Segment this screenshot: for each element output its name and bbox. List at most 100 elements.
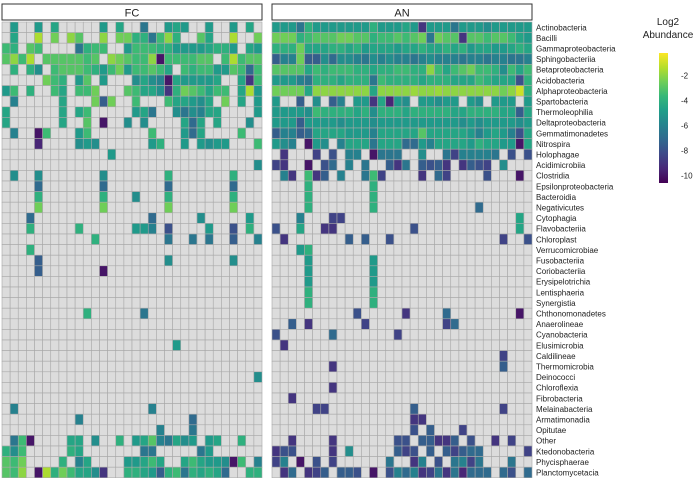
heatmap-cell xyxy=(164,297,173,309)
heatmap-cell xyxy=(42,74,52,86)
heatmap-cell xyxy=(401,307,411,320)
heatmap-cell xyxy=(320,265,330,277)
heatmap-cell xyxy=(499,191,508,203)
heatmap-cell xyxy=(312,456,322,468)
heatmap-cell xyxy=(99,360,108,373)
heatmap-cell xyxy=(221,42,230,55)
heatmap-cell xyxy=(147,445,157,457)
heatmap-cell xyxy=(344,435,354,447)
heatmap-cell xyxy=(304,233,313,245)
heatmap-cell xyxy=(401,254,411,267)
heatmap-cell xyxy=(253,191,263,203)
row-label: Planctomycetacia xyxy=(536,468,599,477)
heatmap-cell xyxy=(58,435,68,447)
heatmap-cell xyxy=(401,392,411,404)
heatmap-cell xyxy=(344,201,354,214)
heatmap-cell xyxy=(474,127,484,139)
heatmap-cell xyxy=(442,265,452,277)
heatmap-cell xyxy=(229,360,238,373)
heatmap-cell xyxy=(409,148,419,161)
heatmap-cell xyxy=(328,413,338,426)
heatmap-cell xyxy=(66,244,76,256)
heatmap-cell xyxy=(312,64,322,76)
heatmap-cell xyxy=(58,297,68,309)
heatmap-cell xyxy=(434,223,443,235)
heatmap-cell xyxy=(474,233,484,245)
heatmap-cell xyxy=(499,307,508,320)
heatmap-cell xyxy=(336,191,346,203)
heatmap-cell xyxy=(82,371,92,383)
heatmap-cell xyxy=(74,159,84,171)
heatmap-cell xyxy=(409,254,419,267)
heatmap-cell xyxy=(180,360,190,373)
heatmap-cell xyxy=(328,382,338,394)
heatmap-cell xyxy=(245,382,255,394)
heatmap-cell xyxy=(320,254,330,267)
heatmap-cell xyxy=(401,371,411,383)
heatmap-cell xyxy=(123,424,133,436)
heatmap-cell xyxy=(245,170,255,182)
heatmap-cell xyxy=(9,339,19,351)
heatmap-cell xyxy=(131,212,141,224)
heatmap-cell xyxy=(245,318,255,330)
heatmap-cell xyxy=(196,180,206,192)
heatmap-cell xyxy=(237,360,247,373)
heatmap-cell xyxy=(336,42,346,55)
heatmap-cell xyxy=(99,403,108,415)
heatmap-cell xyxy=(499,456,508,468)
heatmap-cell xyxy=(417,32,427,44)
heatmap-cell xyxy=(466,233,476,245)
heatmap-cell xyxy=(204,138,214,150)
heatmap-cell xyxy=(434,286,443,298)
heatmap-cell xyxy=(271,382,281,394)
heatmap-cell xyxy=(123,339,133,351)
heatmap-cell xyxy=(164,392,173,404)
heatmap-cell xyxy=(139,424,149,436)
heatmap-cell xyxy=(245,148,255,161)
heatmap-cell xyxy=(369,445,378,457)
heatmap-cell xyxy=(99,265,108,277)
heatmap-cell xyxy=(507,339,517,351)
heatmap-cell xyxy=(180,244,190,256)
heatmap-cell xyxy=(107,233,117,245)
heatmap-cell xyxy=(99,180,108,192)
heatmap-cell xyxy=(409,382,419,394)
heatmap-cell xyxy=(287,382,297,394)
heatmap-cell xyxy=(401,265,411,277)
heatmap-cell xyxy=(336,21,346,33)
heatmap-cell xyxy=(82,148,92,161)
heatmap-cell xyxy=(442,297,452,309)
heatmap-cell xyxy=(74,42,84,55)
heatmap-cell xyxy=(287,276,297,288)
heatmap-cell xyxy=(34,138,43,150)
heatmap-cell xyxy=(287,159,297,171)
heatmap-cell xyxy=(188,148,198,161)
heatmap-cell xyxy=(417,350,427,362)
heatmap-cell xyxy=(147,106,157,118)
heatmap-cell xyxy=(34,117,43,129)
heatmap-cell xyxy=(245,32,255,44)
heatmap-cell xyxy=(474,360,484,373)
row-label: Bacteroidia xyxy=(536,193,577,202)
heatmap-cell xyxy=(450,456,460,468)
heatmap-cell xyxy=(352,117,362,129)
heatmap-cell xyxy=(34,413,43,426)
heatmap-cell xyxy=(279,138,289,150)
heatmap-cell xyxy=(377,180,387,192)
heatmap-cell xyxy=(253,413,263,426)
heatmap-cell xyxy=(515,53,525,65)
heatmap-cell xyxy=(229,21,238,33)
heatmap-cell xyxy=(50,64,60,76)
heatmap-cell xyxy=(196,32,206,44)
heatmap-cell xyxy=(336,307,346,320)
heatmap-cell xyxy=(107,138,117,150)
heatmap-cell xyxy=(131,307,141,320)
heatmap-cell xyxy=(221,233,230,245)
heatmap-cell xyxy=(426,233,435,245)
heatmap-cell xyxy=(271,329,281,341)
heatmap-cell xyxy=(417,339,427,351)
heatmap-cell xyxy=(450,148,460,161)
heatmap-cell xyxy=(1,138,11,150)
heatmap-cell xyxy=(417,382,427,394)
heatmap-cell xyxy=(34,191,43,203)
